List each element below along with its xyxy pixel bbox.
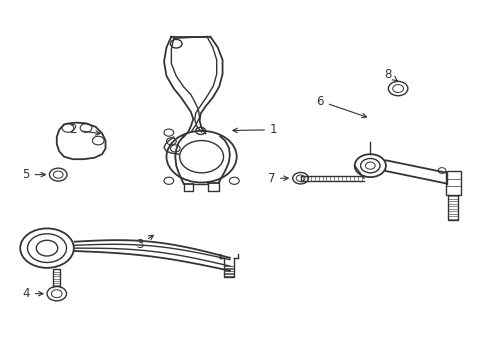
Bar <box>445 171 460 194</box>
Text: 2: 2 <box>69 123 100 136</box>
Text: 1: 1 <box>232 123 277 136</box>
Text: 7: 7 <box>267 172 287 185</box>
Text: 5: 5 <box>22 168 45 181</box>
Text: 6: 6 <box>316 95 366 118</box>
Text: 8: 8 <box>384 68 397 81</box>
Text: 4: 4 <box>22 287 43 300</box>
Text: 3: 3 <box>136 235 153 251</box>
